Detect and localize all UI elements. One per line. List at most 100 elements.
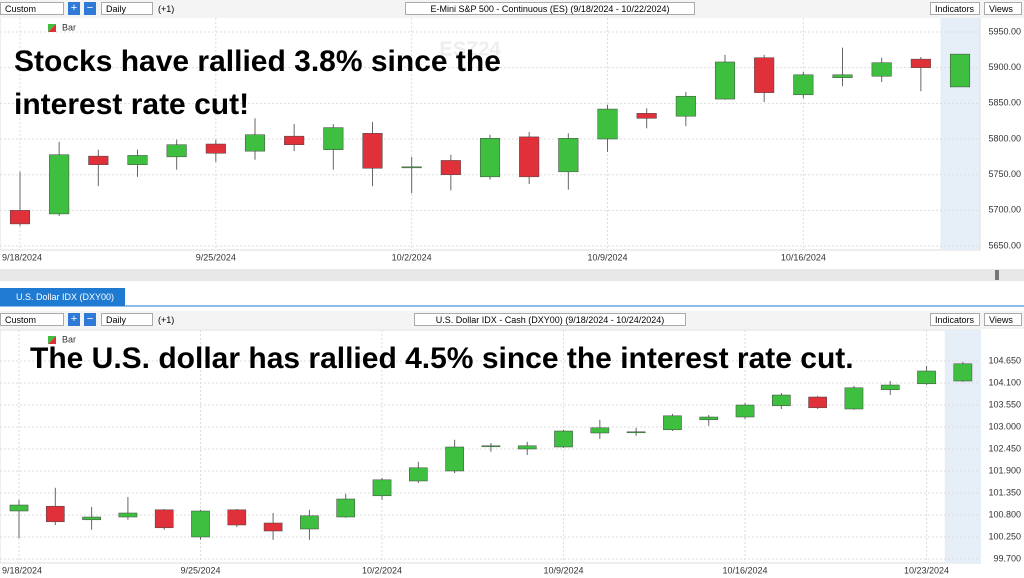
current-bar-shade (940, 14, 980, 250)
legend-label: Bar (62, 334, 76, 344)
candle-body (844, 387, 864, 410)
candle-body (9, 504, 29, 512)
toolbar: Custom + − Daily (+1) U.S. Dollar IDX - … (0, 311, 1024, 329)
symbol-box[interactable]: U.S. Dollar IDX - Cash (DXY00) (9/18/202… (414, 313, 686, 326)
indicators-button[interactable]: Indicators (930, 313, 980, 326)
zoom-out[interactable]: − (84, 313, 96, 326)
scrollbar (0, 269, 1024, 281)
candle-body (735, 404, 755, 418)
y-tick-label: 5750.00 (988, 169, 1021, 179)
x-tick-label: 10/16/2024 (781, 252, 826, 262)
layout-select[interactable]: Custom (0, 2, 64, 15)
candle-body (808, 396, 827, 409)
candle-body (871, 62, 892, 77)
candle-body (205, 143, 226, 154)
candle-body (118, 512, 138, 518)
candle-body (554, 430, 573, 448)
candle-body (910, 58, 931, 68)
candle-body (191, 510, 210, 538)
candle-body (49, 154, 70, 215)
scroll-thumb (995, 270, 999, 280)
x-tick-label: 10/23/2024 (904, 565, 949, 575)
candle-body (663, 415, 682, 431)
zoom-in[interactable]: + (68, 313, 80, 326)
candle-body (880, 384, 900, 391)
candle-body (832, 74, 853, 78)
candle-body (127, 155, 148, 165)
annotation: The U.S. dollar has rallied 4.5% since t… (30, 342, 854, 375)
y-tick-label: 5800.00 (988, 133, 1021, 143)
candle-body (166, 144, 187, 158)
watermark: ESZ24 (439, 38, 501, 60)
offset: (+1) (158, 4, 175, 14)
candle-body (772, 394, 791, 407)
candle-body (917, 370, 936, 385)
candle-body (263, 522, 283, 532)
candle-body (675, 95, 696, 117)
candle-body (519, 136, 540, 178)
candle-body (754, 57, 775, 93)
candle-body (323, 127, 344, 150)
candle-body (793, 74, 814, 96)
x-tick-label: 9/18/2024 (2, 252, 42, 262)
y-tick-label: 104.650 (988, 355, 1021, 365)
interval-select[interactable]: Daily (101, 313, 153, 326)
y-tick-label: 5950.00 (988, 26, 1021, 36)
indicators-button[interactable]: Indicators (930, 2, 980, 15)
candle-body (244, 134, 266, 152)
y-tick-label: 100.800 (988, 509, 1021, 519)
candle-body (362, 133, 383, 169)
legend-label: Bar (62, 22, 76, 32)
interval-select[interactable]: Daily (101, 2, 153, 15)
symbol-box[interactable]: E-Mini S&P 500 - Continuous (ES) (9/18/2… (405, 2, 695, 15)
candle-body (284, 135, 305, 145)
candle-body (88, 155, 109, 165)
chart-tab[interactable]: U.S. Dollar IDX (DXY00) (0, 288, 125, 306)
candle-body (45, 505, 65, 523)
candle-body (558, 138, 579, 173)
y-tick-label: 5900.00 (988, 62, 1021, 72)
offset: (+1) (158, 315, 175, 325)
candle-body (479, 138, 501, 178)
layout-select[interactable]: Custom (0, 313, 64, 326)
x-tick-label: 10/16/2024 (723, 565, 768, 575)
candle-body (372, 479, 392, 497)
y-tick-label: 5700.00 (988, 205, 1021, 215)
y-tick-label: 104.100 (988, 377, 1021, 387)
candle-body (9, 210, 31, 225)
x-tick-label: 10/9/2024 (544, 565, 584, 575)
views-button[interactable]: Views (984, 313, 1022, 326)
y-tick-label: 101.900 (988, 465, 1021, 475)
candle-body (445, 446, 464, 472)
x-tick-label: 10/2/2024 (362, 565, 402, 575)
x-tick-label: 9/18/2024 (2, 565, 42, 575)
y-tick-label: 99.700 (993, 553, 1021, 563)
zoom-out[interactable]: − (84, 2, 96, 15)
y-tick-label: 100.250 (988, 531, 1021, 541)
toolbar: Custom + − Daily (+1) E-Mini S&P 500 - C… (0, 0, 1024, 18)
candle-body (953, 363, 973, 382)
candle-body (300, 515, 319, 530)
candle-body (336, 498, 356, 518)
candle-body (626, 431, 646, 434)
candle-body (714, 61, 736, 100)
y-tick-label: 5850.00 (988, 98, 1021, 108)
legend-icon (48, 336, 56, 344)
annotation: Stocks have rallied 3.8% since the inter… (14, 45, 501, 121)
y-tick-label: 102.450 (988, 443, 1021, 453)
zoom-in[interactable]: + (68, 2, 80, 15)
candle-body (408, 467, 428, 482)
candle-body (949, 53, 971, 88)
legend-icon (48, 24, 56, 32)
x-tick-label: 10/9/2024 (587, 252, 627, 262)
candle-body (227, 509, 247, 526)
views-button[interactable]: Views (984, 2, 1022, 15)
y-tick-label: 103.550 (988, 399, 1021, 409)
x-tick-label: 9/25/2024 (180, 565, 220, 575)
y-tick-label: 5650.00 (988, 240, 1021, 250)
candle-body (590, 427, 610, 434)
y-tick-label: 101.350 (988, 487, 1021, 497)
candle-body (699, 416, 719, 421)
